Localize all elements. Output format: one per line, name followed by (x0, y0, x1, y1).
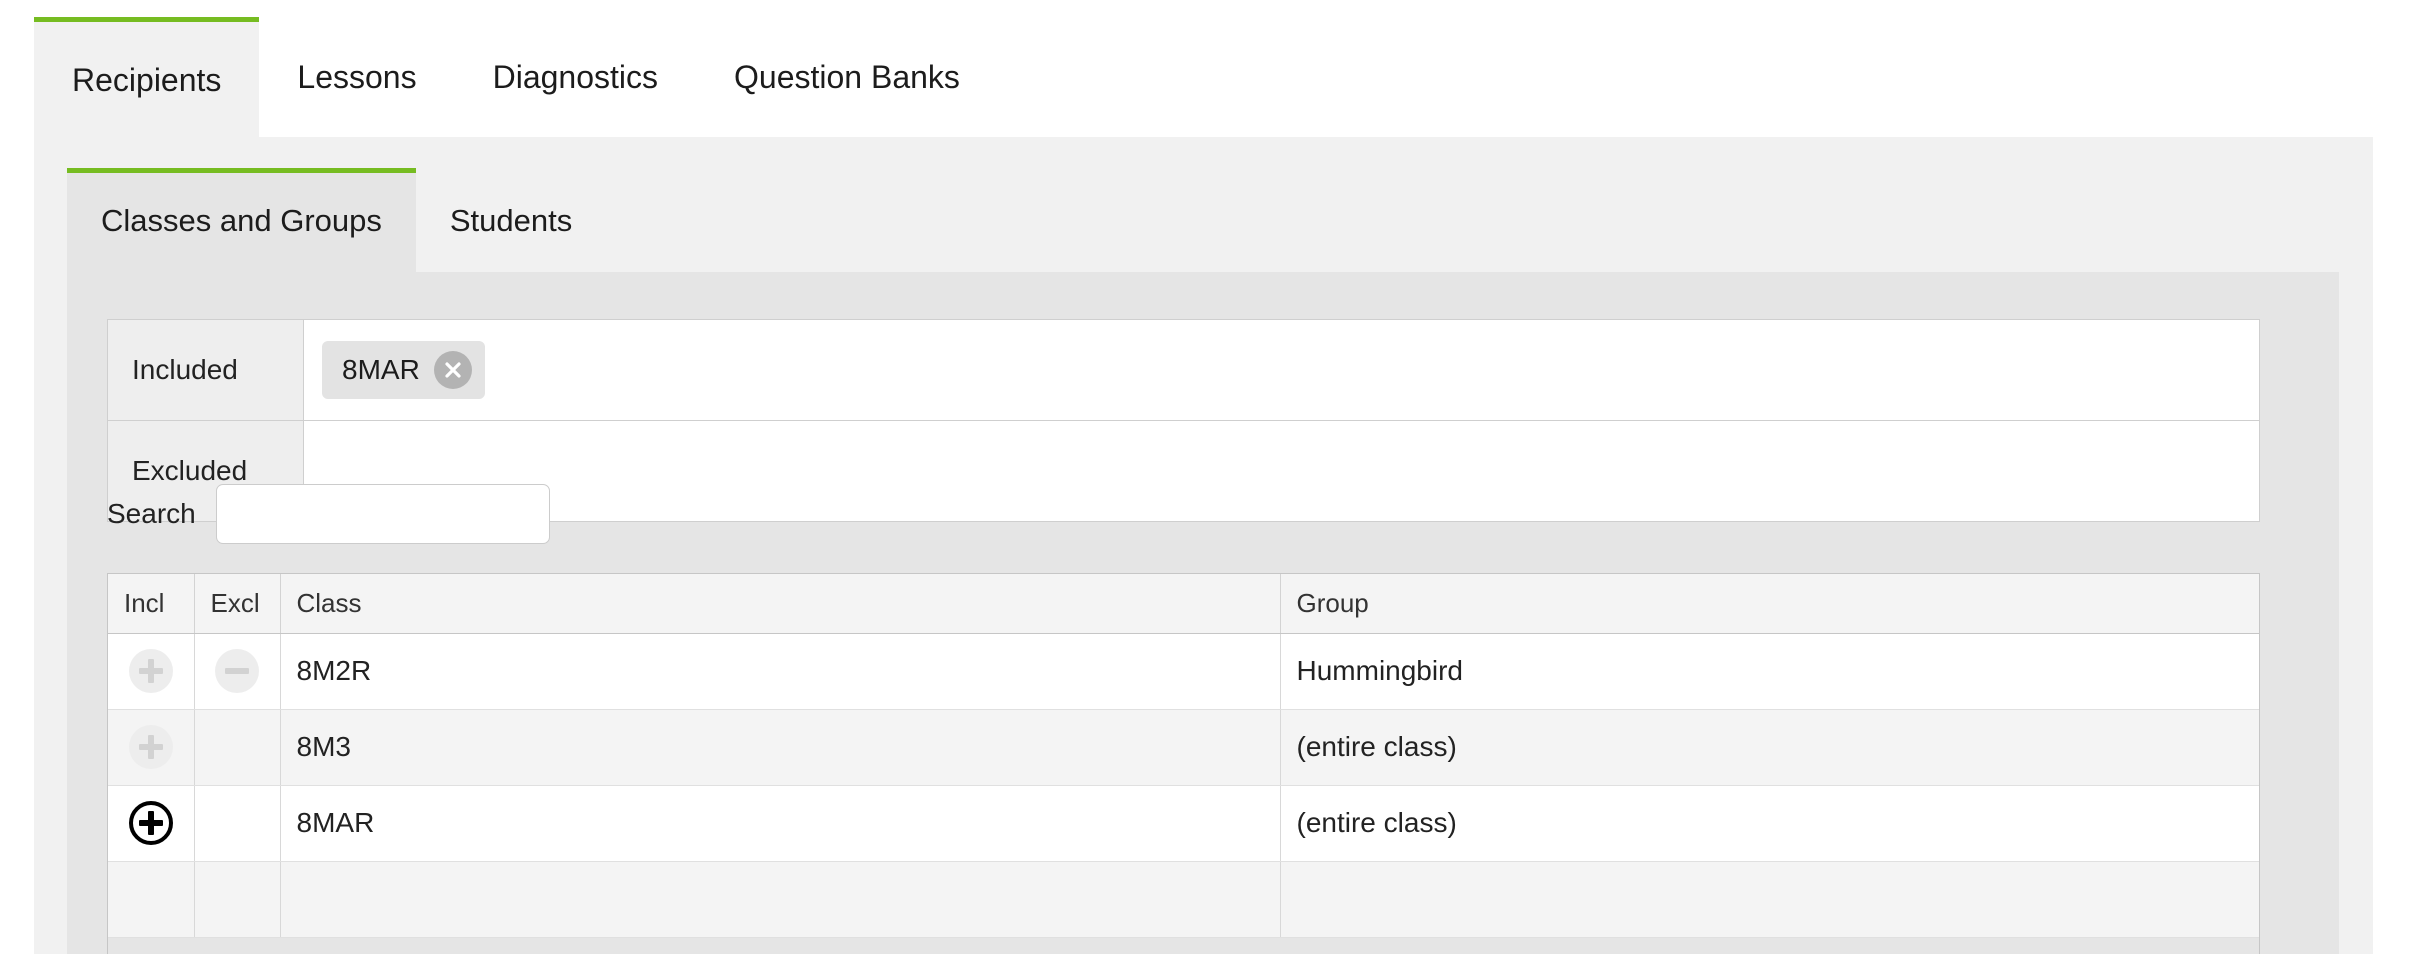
classes-table-wrapper: Incl Excl Class Group (107, 573, 2260, 954)
excluded-label: Excluded (108, 421, 304, 521)
cell-class: 8M3 (280, 709, 1281, 786)
plus-circle-icon[interactable] (128, 801, 173, 845)
close-circle-icon[interactable] (433, 351, 472, 389)
tab-students-label: Students (449, 202, 573, 238)
include-exclude-box: Included 8MAR Excluded (107, 319, 2260, 522)
tab-question-banks[interactable]: Question Banks (696, 17, 998, 137)
exclude-cell (194, 785, 281, 862)
cell-class: 8M2R (280, 633, 1281, 710)
included-chip-area[interactable]: 8MAR (304, 320, 2259, 420)
plus-circle-icon[interactable] (128, 649, 173, 693)
table-row (108, 861, 2259, 938)
tab-classes-and-groups-label: Classes and Groups (101, 202, 382, 238)
cell-group (1280, 861, 2259, 938)
classes-table-body: 8M2R Hummingbird 8M3 (entire clas (108, 633, 2259, 938)
recipients-tab-panel: Classes and Groups Students Included 8MA… (34, 137, 2373, 954)
plus-circle-icon[interactable] (128, 725, 173, 769)
primary-tab-list: Recipients Lessons Diagnostics Question … (34, 17, 998, 137)
cell-group: (entire class) (1280, 785, 2259, 862)
tab-lessons-label: Lessons (297, 59, 417, 95)
tab-recipients[interactable]: Recipients (34, 17, 260, 137)
table-header-row: Incl Excl Class Group (108, 574, 2259, 634)
cell-group: Hummingbird (1280, 633, 2259, 710)
included-label: Included (108, 320, 304, 420)
minus-circle-icon[interactable] (215, 649, 259, 693)
cell-group: (entire class) (1280, 709, 2259, 786)
include-cell (108, 633, 195, 710)
cell-class (280, 861, 1281, 938)
tab-diagnostics-label: Diagnostics (492, 59, 658, 95)
classes-table-head: Incl Excl Class Group (108, 574, 2259, 634)
tab-lessons[interactable]: Lessons (259, 17, 454, 137)
chip-8mar: 8MAR (322, 341, 485, 399)
included-row: Included 8MAR (108, 320, 2259, 420)
search-row: Search (107, 484, 550, 544)
exclude-cell (194, 861, 281, 938)
classes-table: Incl Excl Class Group (108, 574, 2259, 938)
search-input[interactable] (215, 484, 550, 544)
tab-students[interactable]: Students (416, 168, 606, 272)
search-label: Search (107, 498, 196, 529)
cell-class: 8MAR (280, 785, 1281, 862)
include-cell (108, 861, 195, 938)
tab-recipients-label: Recipients (72, 61, 222, 98)
excluded-row: Excluded (108, 420, 2259, 521)
include-cell (108, 785, 195, 862)
table-row: 8M2R Hummingbird (108, 633, 2259, 710)
exclude-cell (194, 633, 281, 710)
include-cell (108, 709, 195, 786)
column-header-class: Class (280, 574, 1281, 634)
column-header-excl: Excl (194, 574, 281, 634)
tab-question-banks-label: Question Banks (734, 59, 960, 95)
tab-classes-and-groups[interactable]: Classes and Groups (67, 168, 416, 272)
secondary-tab-list: Classes and Groups Students (67, 168, 606, 272)
table-row: 8MAR (entire class) (108, 785, 2259, 862)
column-header-incl: Incl (108, 574, 195, 634)
tab-diagnostics[interactable]: Diagnostics (455, 17, 696, 137)
column-header-group: Group (1280, 574, 2259, 634)
classes-and-groups-panel: Included 8MAR Excluded (67, 272, 2339, 954)
primary-tab-bar: Recipients Lessons Diagnostics Question … (0, 0, 2410, 137)
excluded-chip-area[interactable] (304, 421, 2259, 521)
exclude-cell (194, 709, 281, 786)
table-row: 8M3 (entire class) (108, 709, 2259, 786)
chip-8mar-label: 8MAR (342, 354, 420, 385)
